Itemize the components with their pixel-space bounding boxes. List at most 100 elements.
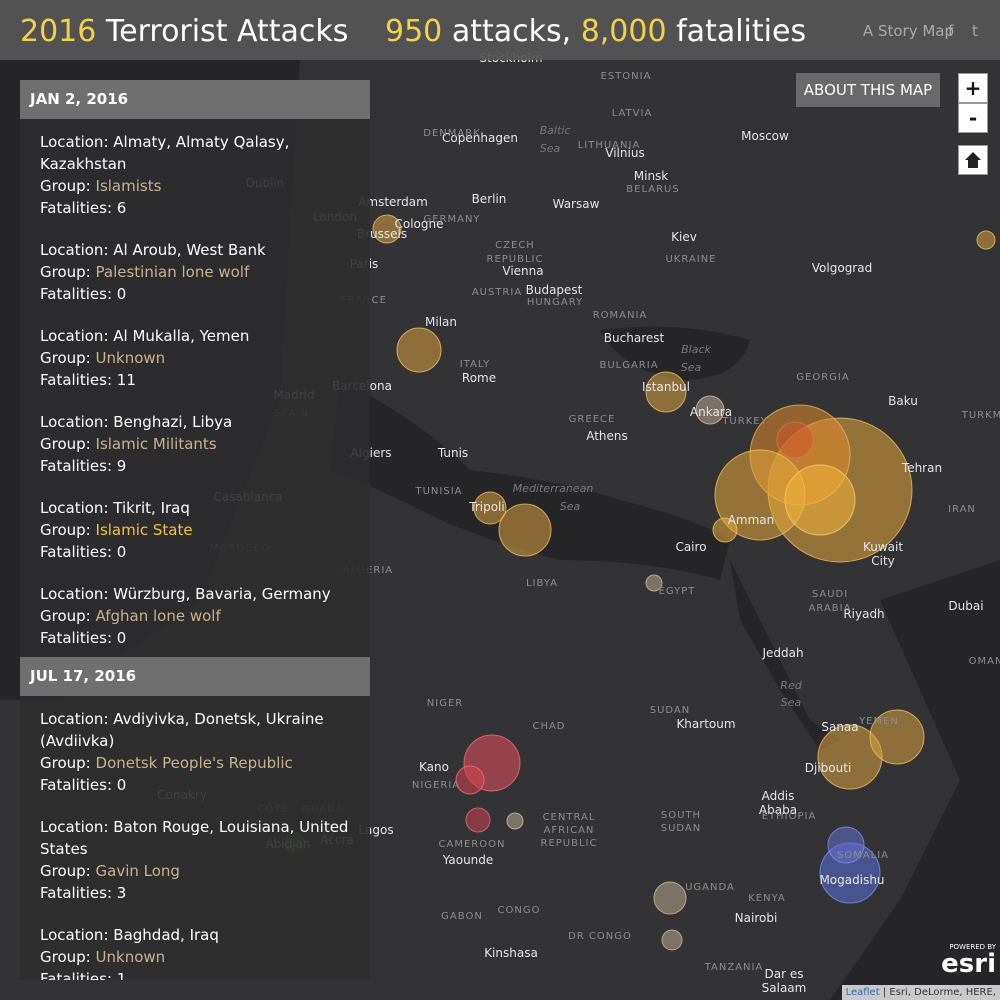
country-label: AFRICAN <box>544 825 595 836</box>
location-label: Location: <box>40 926 109 944</box>
facebook-link[interactable]: f <box>948 22 954 40</box>
location-row: Location: Baghdad, Iraq <box>40 924 350 946</box>
location-row: Location: Baton Rouge, Louisiana, United… <box>40 816 350 860</box>
attack-circle <box>784 464 856 536</box>
city-label: Budapest <box>526 283 583 297</box>
about-button[interactable]: ABOUT THIS MAP <box>796 73 940 107</box>
city-label: Amman <box>728 513 775 527</box>
country-label: GEORGIA <box>796 372 849 383</box>
esri: esri <box>941 949 996 979</box>
city-label: Bucharest <box>604 331 665 345</box>
country-label: UGANDA <box>685 882 735 893</box>
city-label: Sanaa <box>821 720 858 734</box>
group: Unknown <box>95 948 166 966</box>
country-label: SOMALIA <box>837 850 889 861</box>
attack-circle <box>473 491 507 525</box>
location-row: Location: Benghazi, Libya <box>40 411 350 433</box>
home-icon <box>965 152 981 168</box>
attack-circle <box>455 765 485 795</box>
attack-entry: Location: Al Mukalla, Yemen Group: Unknow… <box>20 313 370 399</box>
location: Avdiyivka, Donetsk, Ukraine (Avdiivka) <box>40 710 324 750</box>
attack-circles <box>284 214 996 951</box>
city-label: Amsterdam <box>358 195 428 209</box>
sea-label: Mediterranean <box>513 482 594 495</box>
story-map-link[interactable]: A Story Map <box>862 22 954 40</box>
fatalities-row: Fatalities: 6 <box>40 197 350 219</box>
home-button[interactable] <box>958 145 988 175</box>
country-label: UKRAINE <box>665 254 716 265</box>
location-row: Location: Almaty, Almaty Qalasy, Kazakhs… <box>40 131 350 175</box>
fatalities-label: Fatalities: <box>40 776 112 794</box>
attack-circle <box>645 371 687 413</box>
group-label: Group: <box>40 263 91 281</box>
fatalities-label: Fatalities: <box>40 970 112 980</box>
country-label: ETHIOPIA <box>762 811 817 822</box>
title-text: Terrorist Attacks <box>105 14 349 49</box>
attack-entry: Location: Baghdad, Iraq Group: Unknown Fat… <box>20 912 370 980</box>
city-label: Mogadishu <box>819 873 884 887</box>
fatalities-row: Fatalities: 3 <box>40 882 350 904</box>
country-label: ESTONIA <box>601 71 652 82</box>
twitter-link[interactable]: t <box>972 22 978 40</box>
country-label: YEMEN <box>858 716 899 727</box>
fatalities-label: Fatalities: <box>40 629 112 647</box>
powered-by: POWERED BY <box>949 943 996 951</box>
city-label: Dar es <box>765 967 804 981</box>
zoom-out[interactable]: - <box>958 103 988 133</box>
city-label: Minsk <box>634 169 669 183</box>
city-label: Kinshasa <box>484 946 538 960</box>
city-label: Moscow <box>741 129 789 143</box>
city-label: Volgograd <box>812 261 872 275</box>
country-label: BULGARIA <box>599 360 658 371</box>
sea-label: Sea <box>560 500 581 513</box>
group: Islamic Militants <box>95 435 217 453</box>
country-label: ITALY <box>460 359 490 370</box>
city-label: Berlin <box>472 192 507 206</box>
country-label: TURKM <box>961 410 1000 421</box>
country-label: SAUDI <box>812 589 848 600</box>
sea-label: Sea <box>540 142 561 155</box>
city-label: Rome <box>462 371 496 385</box>
black-sea <box>600 326 750 380</box>
country-label: BELARUS <box>626 184 679 195</box>
location: Würzburg, Bavaria, Germany <box>113 585 331 603</box>
country-label: OMAN <box>969 656 1000 667</box>
city-label: Baku <box>888 394 918 408</box>
country-label: CAMEROON <box>439 839 506 850</box>
country-label: NIGER <box>427 698 463 709</box>
location: Baghdad, Iraq <box>113 926 219 944</box>
title: 2016 Terrorist Attacks <box>20 14 348 49</box>
country-label: ARABIA <box>809 603 852 614</box>
leaflet-link[interactable]: Leaflet <box>845 987 880 998</box>
header: 2016 Terrorist Attacks 950 attacks, 8,00… <box>0 0 1000 60</box>
attack-circle <box>396 327 442 373</box>
sea-label: Black <box>681 343 711 356</box>
fatalities: 0 <box>116 776 127 794</box>
country-label: LIBYA <box>526 578 558 589</box>
attack-label: attacks, <box>451 14 572 49</box>
attack-entry: Location: Würzburg, Bavaria, Germany Grou… <box>20 571 370 657</box>
fatalities: 0 <box>116 285 127 303</box>
date-header: JAN 2, 2016 <box>20 80 370 119</box>
attack-circle <box>465 807 491 833</box>
city-label: Athens <box>586 429 628 443</box>
fatalities-row: Fatalities: 11 <box>40 369 350 391</box>
country-label: REPUBLIC <box>541 838 598 849</box>
country-label: CZECH <box>495 240 535 251</box>
attack-circle <box>661 929 683 951</box>
city-label: Cologne <box>394 217 443 231</box>
city-label: Jeddah <box>761 646 803 660</box>
location-label: Location: <box>40 241 109 259</box>
title-year: 2016 <box>20 14 97 49</box>
location: Tikrit, Iraq <box>113 499 190 517</box>
location-row: Location: Würzburg, Bavaria, Germany <box>40 583 350 605</box>
city-label: Tunis <box>437 446 468 460</box>
sea-label: Sea <box>681 361 702 374</box>
country-label: LATVIA <box>612 108 653 119</box>
city-label: Istanbul <box>642 380 690 394</box>
zoom-in[interactable]: + <box>958 73 988 103</box>
location-row: Location: Al Mukalla, Yemen <box>40 325 350 347</box>
attack-circle <box>645 574 663 592</box>
country-label: ROMANIA <box>593 310 648 321</box>
